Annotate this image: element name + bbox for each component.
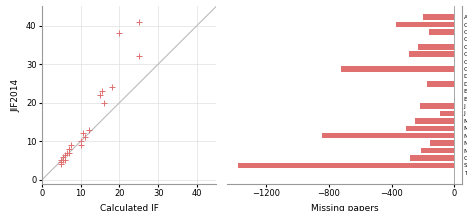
Bar	[453, 37, 454, 42]
Bar	[453, 59, 454, 64]
Bar	[396, 22, 454, 27]
Bar	[406, 126, 454, 131]
Point	[77, 139, 85, 143]
Point	[79, 132, 86, 135]
Bar	[409, 51, 454, 57]
Bar	[453, 96, 454, 101]
Bar	[322, 133, 454, 138]
Bar	[420, 103, 454, 109]
Point	[135, 55, 142, 58]
Point	[77, 143, 85, 147]
Point	[62, 159, 69, 162]
Point	[57, 161, 65, 164]
Bar	[427, 81, 454, 87]
Bar	[453, 88, 454, 94]
Bar	[423, 14, 454, 20]
Point	[99, 89, 106, 93]
Bar	[418, 44, 454, 50]
Point	[62, 153, 69, 156]
Bar	[238, 162, 454, 168]
Point	[60, 159, 67, 162]
Point	[65, 147, 73, 151]
Point	[60, 155, 67, 158]
Point	[81, 136, 88, 139]
Point	[85, 128, 92, 131]
Point	[135, 20, 142, 23]
Point	[100, 101, 108, 104]
Bar	[453, 170, 454, 176]
Point	[57, 159, 65, 162]
Bar	[440, 111, 454, 116]
Point	[65, 151, 73, 154]
Bar	[453, 74, 454, 79]
Point	[116, 32, 123, 35]
Y-axis label: JIF2014: JIF2014	[11, 78, 20, 111]
Point	[57, 163, 65, 166]
Point	[67, 143, 75, 147]
Point	[108, 85, 115, 89]
X-axis label: Missing papers: Missing papers	[311, 204, 378, 211]
X-axis label: Calculated IF: Calculated IF	[100, 204, 159, 211]
Point	[96, 93, 104, 97]
Bar	[415, 118, 454, 124]
Bar	[341, 66, 454, 72]
Bar	[421, 148, 454, 153]
Point	[64, 151, 71, 154]
Bar	[430, 140, 454, 146]
Bar	[410, 155, 454, 161]
Bar	[429, 29, 454, 35]
